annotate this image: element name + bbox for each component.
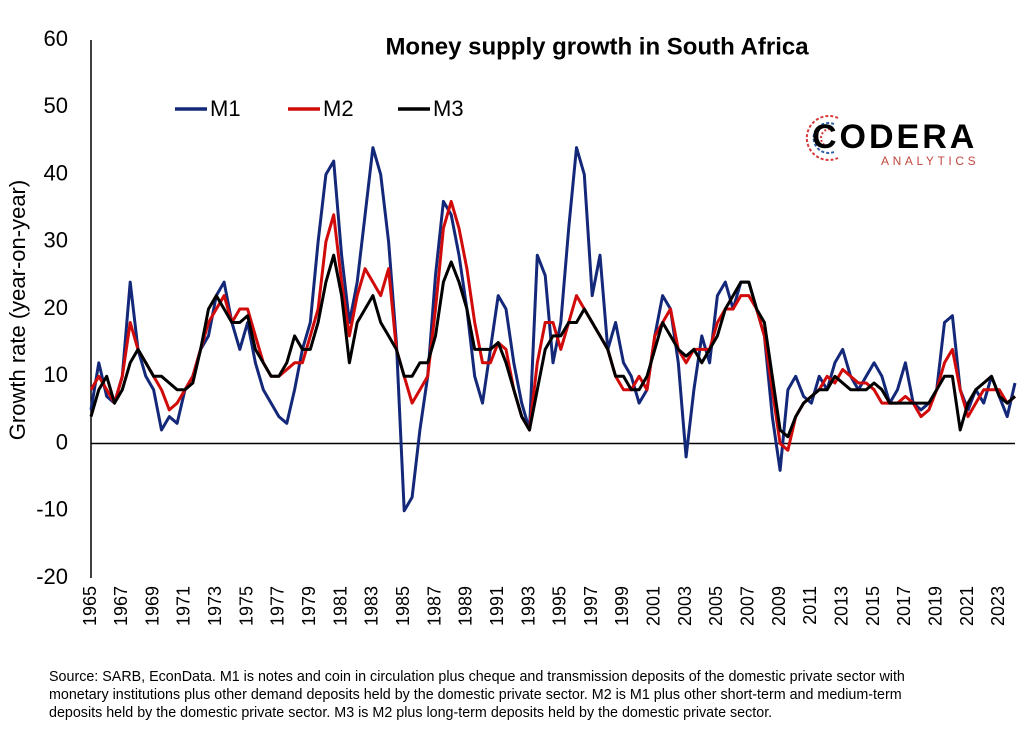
legend-label: M1 bbox=[210, 96, 241, 121]
x-tick-label: 2007 bbox=[738, 586, 758, 626]
x-tick-label: 1983 bbox=[362, 586, 382, 626]
x-tick-label: 1987 bbox=[424, 586, 444, 626]
x-tick-label: 1965 bbox=[80, 586, 100, 626]
x-tick-label: 1993 bbox=[518, 586, 538, 626]
x-tick-label: 1991 bbox=[487, 586, 507, 626]
y-tick-label: 50 bbox=[44, 93, 68, 118]
x-tick-label: 2005 bbox=[706, 586, 726, 626]
y-tick-label: 20 bbox=[44, 295, 68, 320]
legend-label: M2 bbox=[323, 96, 354, 121]
x-tick-label: 1989 bbox=[456, 586, 476, 626]
x-tick-label: 1977 bbox=[268, 586, 288, 626]
y-tick-label: 30 bbox=[44, 228, 68, 253]
y-tick-label: 0 bbox=[56, 429, 68, 454]
x-tick-label: 1979 bbox=[299, 586, 319, 626]
y-tick-label: -20 bbox=[36, 564, 68, 589]
logo: CODERA ANALYTICS bbox=[805, 115, 979, 168]
source-note: monetary institutions plus other demand … bbox=[49, 687, 902, 703]
x-tick-label: 1975 bbox=[236, 586, 256, 626]
logo-arc bbox=[812, 122, 835, 154]
logo-name: CODERA bbox=[812, 118, 977, 156]
y-tick-label: 10 bbox=[44, 362, 68, 387]
logo-arc bbox=[820, 128, 831, 148]
series-line bbox=[89, 199, 1016, 452]
x-tick-label: 2011 bbox=[800, 586, 820, 625]
x-tick-label: 1981 bbox=[330, 586, 350, 626]
x-tick-label: 1985 bbox=[393, 586, 413, 626]
logo-icon bbox=[805, 115, 839, 161]
x-tick-label: 2001 bbox=[644, 586, 664, 626]
x-tick-label: 1997 bbox=[581, 586, 601, 626]
x-tick-label: 1973 bbox=[205, 586, 225, 626]
x-tick-label: 2019 bbox=[925, 586, 945, 626]
source-note: Source: SARB, EconData. M1 is notes and … bbox=[49, 669, 905, 685]
x-tick-label: 2009 bbox=[769, 586, 789, 626]
x-tick-label: 2015 bbox=[863, 586, 883, 626]
y-tick-label: 60 bbox=[44, 26, 68, 51]
x-tick-label: 2021 bbox=[957, 586, 977, 626]
y-tick-label: -10 bbox=[36, 497, 68, 522]
x-tick-label: 2013 bbox=[831, 586, 851, 626]
y-axis-label: Growth rate (year-on-year) bbox=[5, 180, 30, 440]
source-note: deposits held by the domestic private se… bbox=[49, 705, 772, 721]
legend-label: M3 bbox=[433, 96, 464, 121]
series-line bbox=[89, 146, 1017, 513]
chart-title: Money supply growth in South Africa bbox=[385, 33, 809, 60]
logo-arc bbox=[805, 115, 839, 161]
x-tick-label: 1999 bbox=[612, 586, 632, 626]
x-tick-label: 2023 bbox=[988, 586, 1008, 626]
x-tick-label: 1967 bbox=[111, 586, 131, 626]
x-tick-label: 2003 bbox=[675, 586, 695, 626]
x-tick-label: 2017 bbox=[894, 586, 914, 626]
x-tick-label: 1971 bbox=[174, 586, 194, 626]
x-tick-label: 1995 bbox=[550, 586, 570, 626]
x-tick-label: 1969 bbox=[142, 586, 162, 626]
series-line bbox=[89, 253, 1016, 439]
logo-tagline: ANALYTICS bbox=[881, 154, 979, 168]
y-tick-label: 40 bbox=[44, 160, 68, 185]
